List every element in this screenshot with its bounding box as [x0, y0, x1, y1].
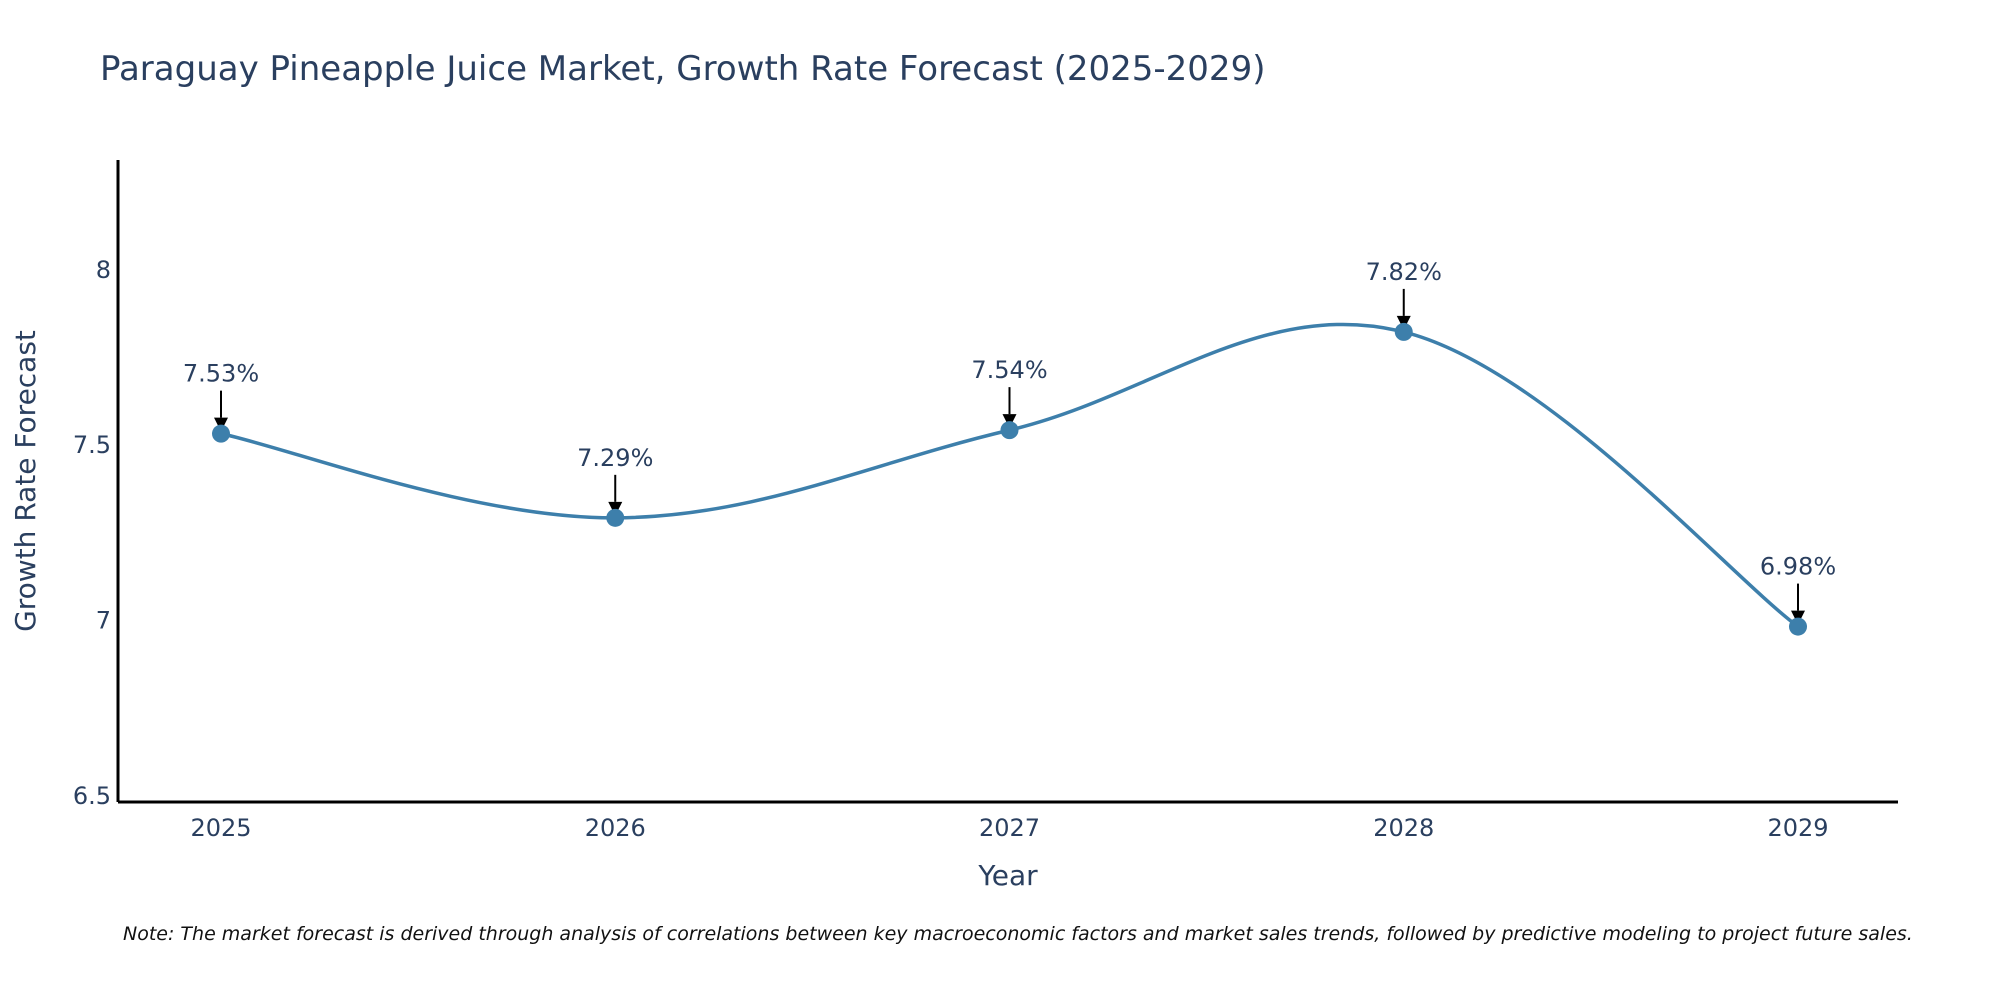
- x-tick-label: 2025: [190, 814, 251, 842]
- data-label: 7.53%: [183, 360, 259, 388]
- data-label: 7.82%: [1366, 258, 1442, 286]
- data-point: [606, 508, 625, 527]
- chart-title: Paraguay Pineapple Juice Market, Growth …: [100, 49, 1265, 89]
- data-label: 7.29%: [577, 444, 653, 472]
- data-labels: 7.53% 7.29% 7.54% 7.82% 6.98%: [183, 258, 1836, 581]
- data-point: [212, 424, 230, 443]
- series-line: [220, 322, 1800, 628]
- y-tick-label: 7: [96, 607, 111, 635]
- data-label: 6.98%: [1760, 553, 1836, 581]
- data-label: 7.54%: [971, 356, 1047, 384]
- x-tick-label: 2026: [585, 814, 646, 842]
- footnote: Note: The market forecast is derived thr…: [123, 923, 1913, 945]
- y-axis-title: Growth Rate Forecast: [9, 330, 42, 632]
- plot-area: 6.5 7 7.5 8 2025 2026 2027 2028 2029 7.53% 7.29%…: [73, 160, 1898, 842]
- x-tick-label: 2029: [1767, 814, 1828, 842]
- x-axis-title: Year: [977, 859, 1038, 892]
- x-tick-label: 2027: [979, 814, 1040, 842]
- data-point: [1394, 322, 1413, 341]
- y-tick-label: 8: [96, 256, 111, 284]
- data-point: [1000, 421, 1019, 440]
- x-axis-ticks: 2025 2026 2027 2028 2029: [190, 814, 1828, 842]
- x-tick-label: 2028: [1373, 814, 1434, 842]
- data-point: [1789, 617, 1807, 636]
- y-tick-label: 7.5: [73, 431, 111, 459]
- data-markers: [212, 322, 1807, 636]
- data-label-arrows: [214, 288, 1805, 625]
- y-tick-label: 6.5: [73, 782, 111, 810]
- y-axis-ticks: 6.5 7 7.5 8: [73, 256, 111, 810]
